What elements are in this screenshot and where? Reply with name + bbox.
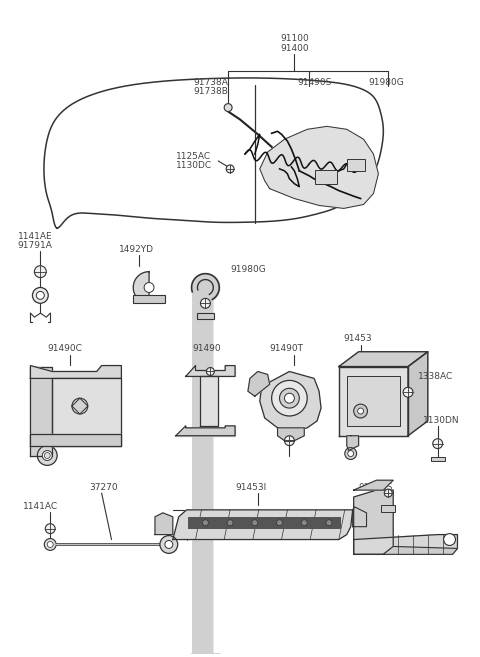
Circle shape bbox=[44, 453, 50, 459]
Circle shape bbox=[36, 292, 44, 300]
Circle shape bbox=[144, 283, 154, 292]
Text: 1130DC: 1130DC bbox=[176, 162, 212, 170]
Polygon shape bbox=[347, 436, 359, 451]
Circle shape bbox=[203, 520, 208, 526]
Circle shape bbox=[42, 451, 52, 461]
Bar bbox=[196, 313, 214, 319]
Text: 91453I: 91453I bbox=[235, 483, 266, 491]
Bar bbox=[431, 457, 444, 461]
Bar bbox=[347, 159, 364, 171]
Circle shape bbox=[358, 408, 363, 414]
Polygon shape bbox=[30, 434, 121, 445]
Text: 1338AC: 1338AC bbox=[418, 372, 453, 381]
Circle shape bbox=[160, 535, 178, 553]
Circle shape bbox=[227, 520, 233, 526]
Text: 91490: 91490 bbox=[192, 344, 221, 353]
Circle shape bbox=[35, 265, 46, 278]
Polygon shape bbox=[173, 510, 353, 539]
Text: 1141AC: 1141AC bbox=[23, 503, 58, 511]
Circle shape bbox=[226, 165, 234, 173]
Polygon shape bbox=[176, 426, 235, 436]
Text: 1130DN: 1130DN bbox=[423, 417, 459, 426]
Circle shape bbox=[201, 298, 210, 308]
Circle shape bbox=[47, 541, 53, 547]
Polygon shape bbox=[155, 513, 173, 535]
Bar bbox=[188, 517, 341, 529]
Polygon shape bbox=[354, 490, 393, 555]
Circle shape bbox=[72, 398, 88, 414]
Polygon shape bbox=[30, 365, 121, 378]
Text: 1492YD: 1492YD bbox=[120, 246, 155, 254]
Polygon shape bbox=[248, 371, 270, 396]
Text: 91791A: 91791A bbox=[18, 242, 52, 250]
Polygon shape bbox=[30, 367, 52, 455]
Polygon shape bbox=[408, 351, 428, 436]
Circle shape bbox=[272, 380, 307, 416]
Circle shape bbox=[279, 388, 300, 408]
Polygon shape bbox=[354, 480, 393, 490]
Polygon shape bbox=[384, 547, 457, 555]
Circle shape bbox=[326, 520, 332, 526]
Text: 91400: 91400 bbox=[280, 44, 309, 53]
Polygon shape bbox=[52, 378, 121, 445]
Polygon shape bbox=[260, 126, 378, 208]
Polygon shape bbox=[201, 376, 218, 426]
Circle shape bbox=[433, 439, 443, 449]
Polygon shape bbox=[260, 371, 321, 431]
Circle shape bbox=[224, 104, 232, 112]
Circle shape bbox=[206, 367, 214, 375]
Text: 91453: 91453 bbox=[344, 334, 372, 344]
Polygon shape bbox=[353, 507, 367, 527]
Polygon shape bbox=[339, 351, 428, 367]
Circle shape bbox=[45, 524, 55, 533]
Circle shape bbox=[384, 489, 392, 497]
Circle shape bbox=[285, 436, 294, 445]
Text: 91980G: 91980G bbox=[369, 78, 404, 87]
Bar bbox=[315, 170, 337, 184]
Text: 91738B: 91738B bbox=[193, 87, 228, 97]
Polygon shape bbox=[277, 428, 304, 441]
Circle shape bbox=[285, 394, 294, 403]
Text: 91490T: 91490T bbox=[270, 344, 304, 353]
Circle shape bbox=[403, 388, 413, 397]
Text: 91738A: 91738A bbox=[193, 78, 228, 87]
Text: 91100: 91100 bbox=[280, 34, 309, 43]
Bar bbox=[133, 296, 165, 304]
Circle shape bbox=[252, 520, 258, 526]
Polygon shape bbox=[354, 535, 457, 555]
Circle shape bbox=[33, 288, 48, 304]
Polygon shape bbox=[186, 365, 235, 376]
Text: 91980G: 91980G bbox=[230, 265, 266, 274]
Bar bbox=[381, 505, 395, 512]
Circle shape bbox=[444, 533, 456, 545]
Text: 91490S: 91490S bbox=[359, 483, 393, 491]
Bar bbox=[347, 376, 400, 426]
Circle shape bbox=[44, 539, 56, 551]
Circle shape bbox=[348, 451, 354, 457]
Circle shape bbox=[354, 404, 368, 418]
Circle shape bbox=[276, 520, 283, 526]
Circle shape bbox=[345, 447, 357, 459]
Text: 1141AE: 1141AE bbox=[18, 231, 52, 240]
Text: 91490C: 91490C bbox=[47, 344, 82, 353]
Circle shape bbox=[165, 541, 173, 549]
Polygon shape bbox=[339, 367, 408, 436]
Text: 1125AC: 1125AC bbox=[176, 152, 211, 160]
Text: 37270: 37270 bbox=[90, 483, 119, 491]
Text: 91490S: 91490S bbox=[297, 78, 332, 87]
Circle shape bbox=[37, 445, 57, 465]
Circle shape bbox=[301, 520, 307, 526]
Polygon shape bbox=[133, 271, 149, 304]
